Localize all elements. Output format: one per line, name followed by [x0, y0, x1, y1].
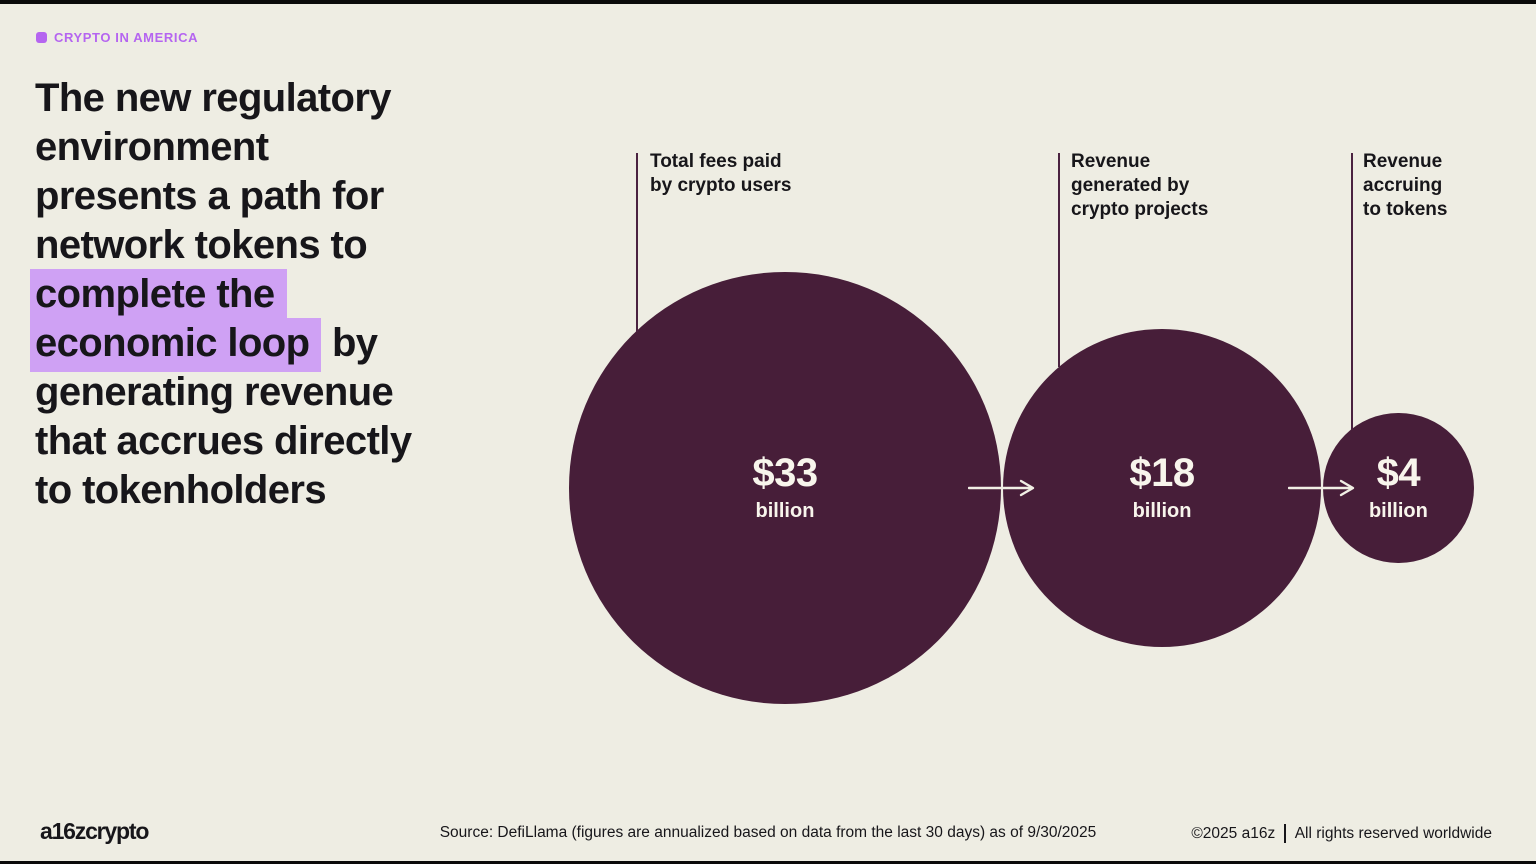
bubble-label: Revenue generated by crypto projects	[1071, 151, 1209, 220]
headline-text: by	[321, 321, 378, 365]
headline-text: generating revenue	[35, 370, 394, 414]
headline-line: generating revenue	[35, 368, 411, 417]
tag-square-icon	[36, 32, 47, 43]
headline-line: economic loop by	[30, 318, 411, 372]
headline-text: to tokenholders	[35, 468, 327, 512]
a16zcrypto-logo: a16zcrypto	[40, 818, 149, 844]
bubble-label: Revenue accruing to tokens	[1363, 151, 1448, 220]
leader-line	[636, 153, 638, 333]
bubble-unit: billion	[1368, 499, 1428, 522]
bubble-value: $4	[1376, 451, 1421, 496]
headline-text: that accrues directly	[35, 419, 412, 463]
bubble-value: $33	[752, 451, 818, 496]
bubble-unit: billion	[755, 499, 815, 522]
headline-line: to tokenholders	[35, 466, 411, 515]
eyebrow-tag: CRYPTO IN AMERICA	[36, 30, 198, 45]
bubble-unit: billion	[1132, 499, 1192, 522]
bubble-1: $33 billion	[569, 272, 1001, 704]
headline-line: that accrues directly	[35, 417, 412, 466]
headline: The new regulatory environment presents a …	[30, 74, 412, 515]
headline-text: presents a path for	[35, 174, 384, 218]
headline-line: environment	[35, 123, 411, 172]
flow-arrow-icon	[1288, 479, 1355, 497]
rights-text: All rights reserved worldwide	[1294, 824, 1492, 842]
tag-label: CRYPTO IN AMERICA	[54, 30, 199, 45]
flow-arrow-icon	[967, 479, 1034, 497]
headline-line: presents a path for	[35, 172, 411, 221]
headline-highlight: economic loop	[30, 318, 322, 372]
top-letterbox-bar	[0, 0, 1536, 4]
headline-line: network tokens to	[35, 221, 411, 270]
headline-highlight: complete the	[30, 269, 287, 323]
headline-line: complete the	[30, 269, 411, 323]
bottom-letterbox-bar	[0, 861, 1536, 864]
headline-text: environment	[35, 125, 269, 169]
headline-text: network tokens to	[35, 223, 368, 267]
bubble-label: Total fees paid by crypto users	[650, 151, 792, 196]
pipe-divider	[1284, 824, 1286, 843]
headline-text: The new regulatory	[35, 76, 392, 120]
leader-line	[1351, 153, 1353, 430]
headline-line: The new regulatory	[35, 74, 411, 123]
bubble-2: $18 billion	[1002, 328, 1322, 648]
copyright-year: ©2025 a16z	[1191, 824, 1276, 842]
copyright: ©2025 a16z All rights reserved worldwide	[1191, 824, 1492, 843]
source-note: Source: DefiLlama (figures are annualize…	[439, 824, 1097, 841]
bubble-value: $18	[1129, 451, 1195, 496]
leader-line	[1058, 153, 1060, 368]
